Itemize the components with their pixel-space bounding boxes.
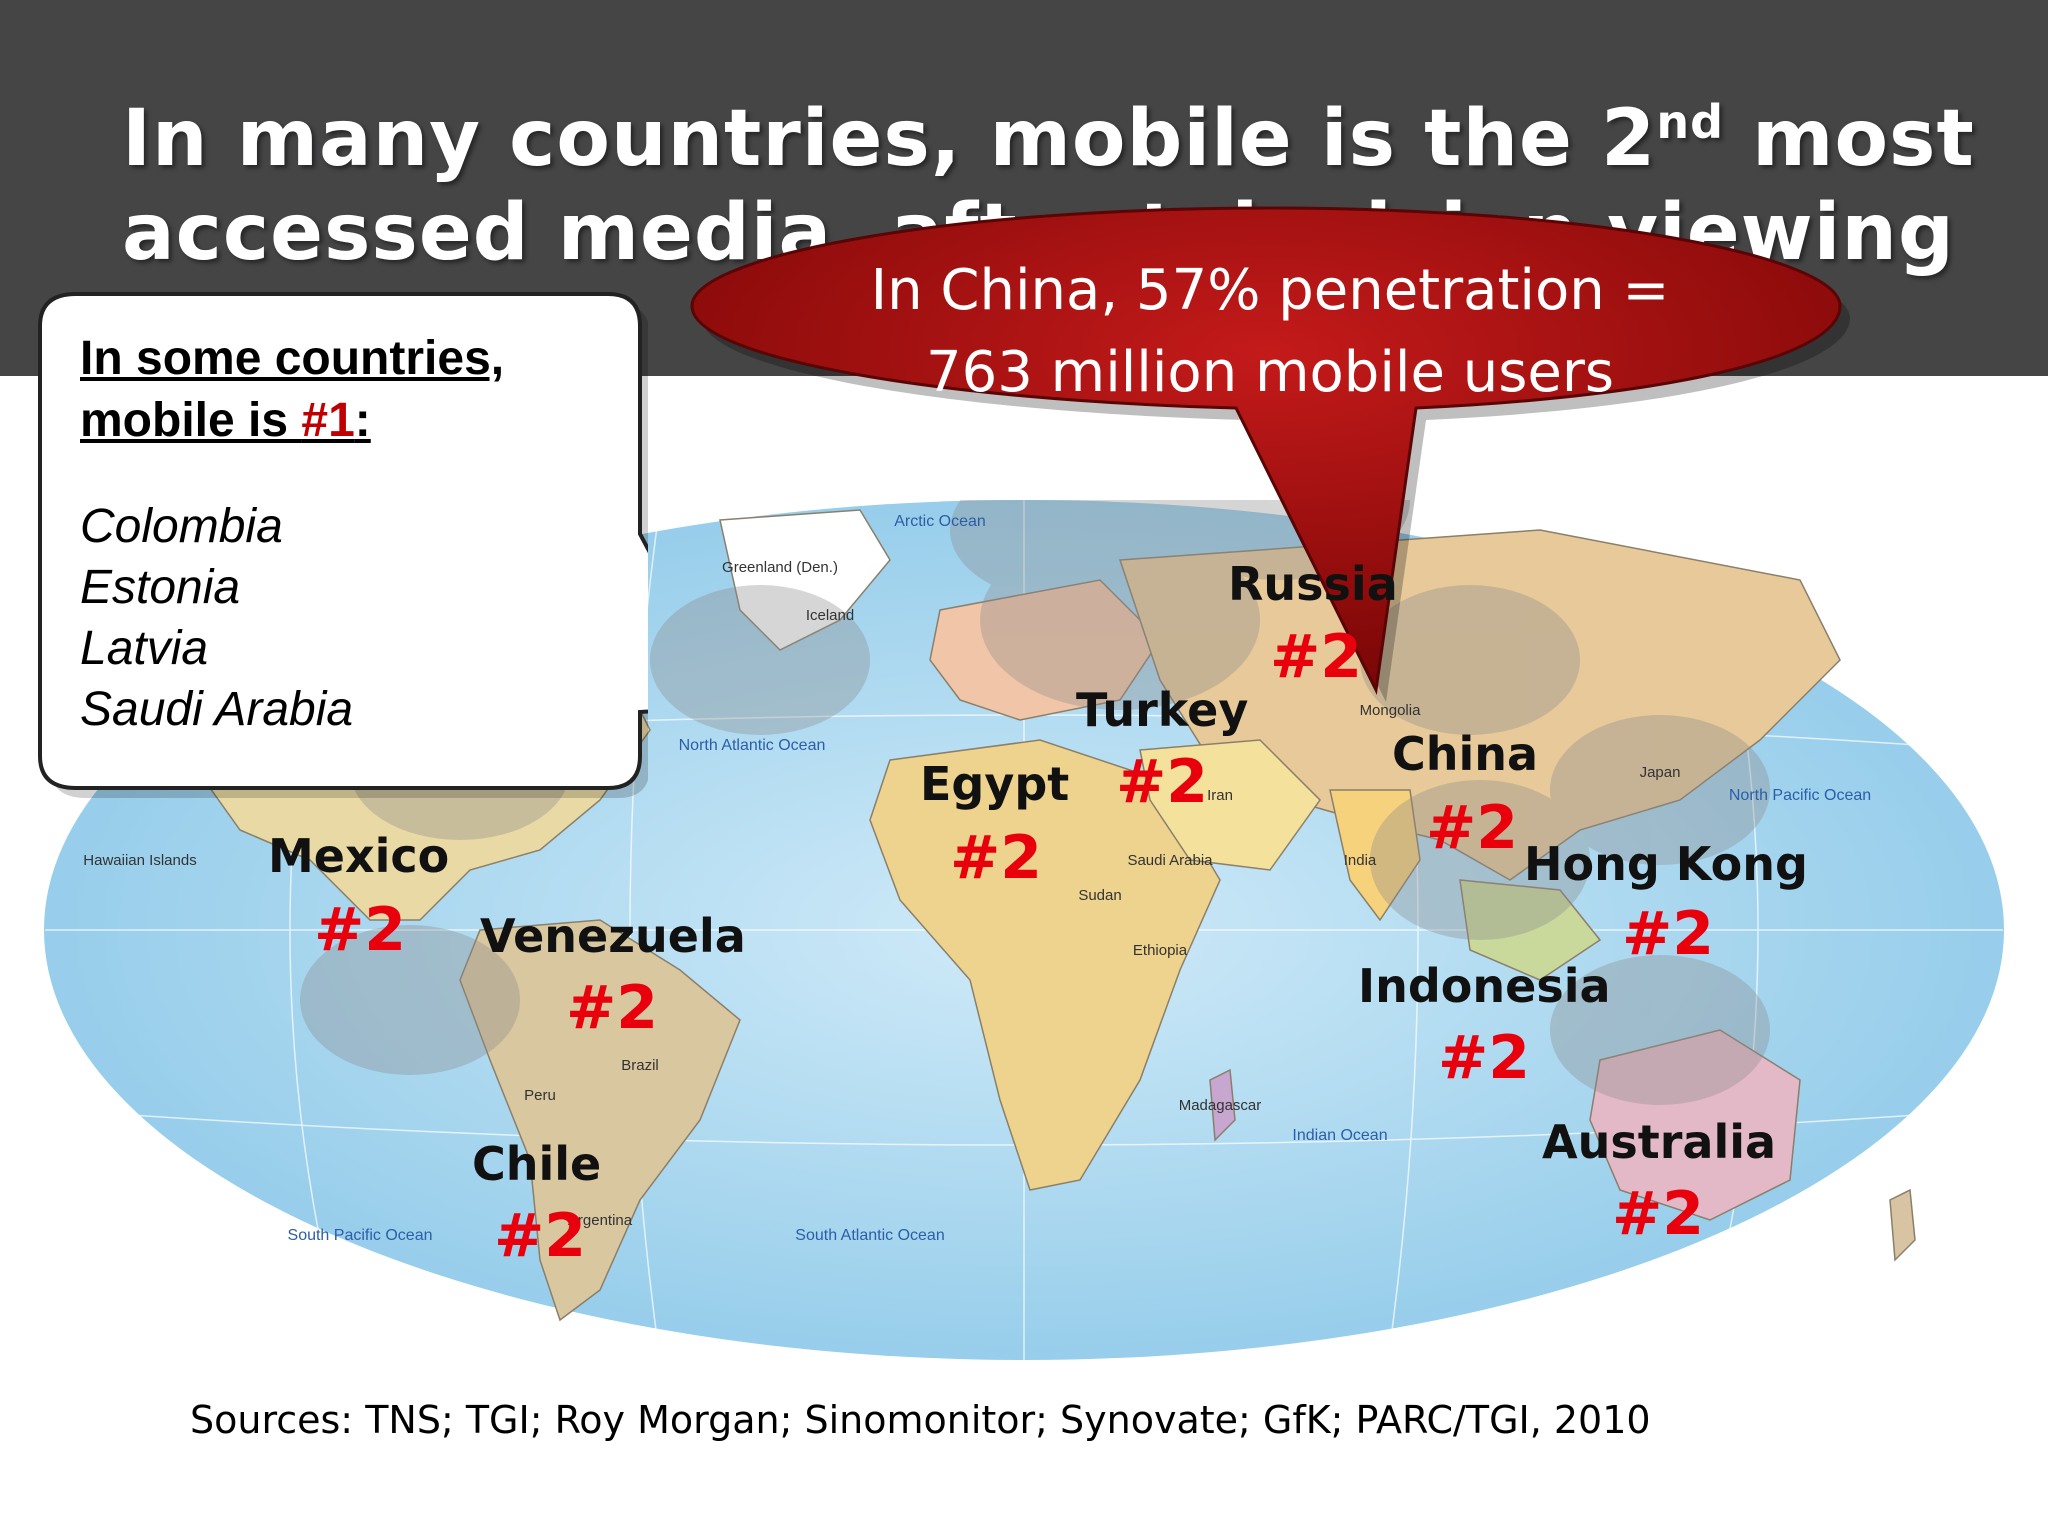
country-label-australia: Australia [1542, 1115, 1777, 1169]
number-one-country-list: Colombia Estonia Latvia Saudi Arabia [80, 496, 600, 740]
greenland [719, 509, 891, 651]
rank-chile: #2 [494, 1201, 587, 1271]
map-label-arctic-ocean: Arctic Ocean [894, 513, 986, 530]
list-item: Latvia [80, 622, 209, 675]
country-label-turkey: Turkey [1076, 683, 1249, 737]
number-one-highlight: #1 [301, 394, 355, 447]
rank-hong-kong: #2 [1622, 899, 1715, 969]
country-label-indonesia: Indonesia [1358, 959, 1611, 1013]
country-label-russia: Russia [1228, 557, 1398, 611]
country-label-china: China [1392, 727, 1539, 781]
map-label-india: India [1344, 852, 1377, 869]
middle-east [1139, 739, 1321, 871]
map-label-hawaiian: Hawaiian Islands [83, 852, 196, 869]
china-speech-bubble [690, 206, 1850, 702]
map-label-peru: Peru [524, 1087, 556, 1104]
country-label-chile: Chile [472, 1137, 602, 1191]
map-label-south-pacific: South Pacific Ocean [288, 1227, 433, 1244]
south-america [459, 919, 741, 1322]
title-superscript: nd [1656, 95, 1725, 149]
country-label-egypt: Egypt [920, 757, 1070, 811]
map-label-mongolia: Mongolia [1360, 702, 1422, 719]
callout-heading: In some countries, mobile is #1: [80, 332, 505, 447]
china-bubble-text: In China, 57% penetration = 763 million … [760, 250, 1780, 414]
rank-australia: #2 [1612, 1179, 1705, 1249]
map-label-iran: Iran [1207, 787, 1233, 804]
rank-indonesia: #2 [1438, 1023, 1531, 1093]
list-item: Estonia [80, 561, 241, 614]
map-label-north-atlantic: North Atlantic Ocean [679, 737, 826, 754]
map-label-north-pacific: North Pacific Ocean [1729, 787, 1871, 804]
title-line-1: In many countries, mobile is the 2nd mos… [122, 94, 1975, 184]
europe [929, 579, 1161, 721]
map-label-saudi-arabia: Saudi Arabia [1127, 852, 1213, 869]
country-label-venezuela: Venezuela [480, 909, 746, 963]
rank-turkey: #2 [1116, 747, 1209, 817]
map-label-greenland: Greenland (Den.) [722, 559, 838, 576]
map-label-madagascar: Madagascar [1179, 1097, 1262, 1114]
australia [1589, 1029, 1801, 1221]
map-label-japan: Japan [1640, 764, 1681, 781]
sources-footnote: Sources: TNS; TGI; Roy Morgan; Sinomonit… [190, 1398, 1651, 1442]
callout-content: In some countries, mobile is #1: Colombi… [80, 328, 600, 740]
india [1329, 789, 1421, 922]
map-label-sudan: Sudan [1078, 887, 1121, 904]
map-label-argentina: Argentina [568, 1212, 633, 1229]
list-item: Colombia [80, 500, 283, 553]
country-label-mexico: Mexico [268, 829, 450, 883]
new-zealand [1889, 1188, 1916, 1262]
callout-box [38, 292, 648, 798]
list-item: Saudi Arabia [80, 683, 354, 736]
map-label-brazil: Brazil [621, 1057, 659, 1074]
rank-egypt: #2 [950, 823, 1043, 893]
rank-russia: #2 [1270, 622, 1363, 692]
rank-venezuela: #2 [566, 973, 659, 1043]
map-label-indian-ocean: Indian Ocean [1292, 1127, 1387, 1144]
map-label-iceland: Iceland [806, 607, 854, 624]
china-bubble-line-2: 763 million mobile users [925, 340, 1615, 405]
madagascar [1209, 1068, 1236, 1142]
china-bubble-line-1: In China, 57% penetration = [870, 258, 1670, 323]
rank-china: #2 [1426, 793, 1519, 863]
map-label-ethiopia: Ethiopia [1133, 942, 1188, 959]
map-label-south-atlantic: South Atlantic Ocean [795, 1227, 944, 1244]
southeast-asia [1459, 879, 1602, 981]
country-label-hong-kong: Hong Kong [1524, 837, 1808, 891]
rank-mexico: #2 [314, 895, 407, 965]
